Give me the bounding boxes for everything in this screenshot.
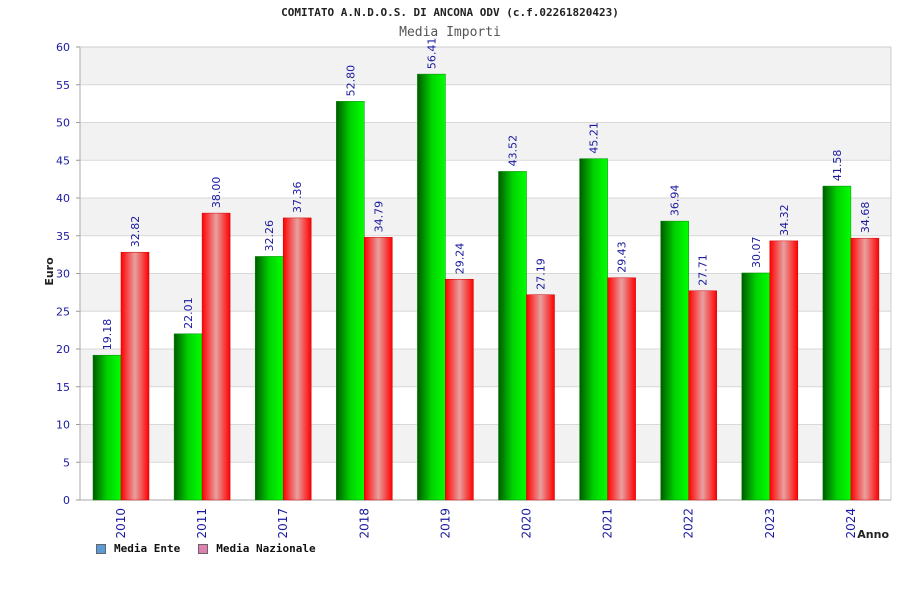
data-label: 22.01 xyxy=(182,297,195,329)
bar-media-ente xyxy=(741,272,771,501)
y-tick-label: 60 xyxy=(56,41,70,54)
data-label: 52.80 xyxy=(344,65,357,97)
legend-label-media-ente: Media Ente xyxy=(114,542,181,555)
bar-media-nazionale xyxy=(526,294,555,501)
x-axis-label: Anno xyxy=(857,528,889,541)
grid-band xyxy=(80,122,891,161)
y-axis-label: Euro xyxy=(43,257,56,286)
y-tick-label: 25 xyxy=(56,305,70,318)
y-tick-label: 0 xyxy=(63,494,70,507)
bar-media-ente xyxy=(92,354,122,501)
bar-media-nazionale xyxy=(850,237,880,501)
bar-media-nazionale xyxy=(201,212,231,501)
x-tick-label: 2018 xyxy=(357,508,371,539)
x-tick-label: 2023 xyxy=(763,508,777,539)
bar-media-ente xyxy=(417,73,446,501)
bar-media-ente xyxy=(579,158,608,501)
bar-media-ente xyxy=(498,171,527,501)
data-label: 56.41 xyxy=(425,38,438,70)
data-label: 43.52 xyxy=(507,135,520,167)
bar-media-nazionale xyxy=(120,251,150,501)
y-tick-label: 20 xyxy=(56,343,70,356)
chart-subtitle: Media Importi xyxy=(399,25,501,40)
chart-title: COMITATO A.N.D.O.S. DI ANCONA ODV (c.f.0… xyxy=(281,6,619,19)
data-label: 45.21 xyxy=(588,122,601,154)
data-label: 34.32 xyxy=(778,204,791,236)
data-label: 32.26 xyxy=(263,220,276,252)
data-label: 29.43 xyxy=(616,241,629,273)
legend-swatch-media-ente xyxy=(96,543,106,554)
data-label: 30.07 xyxy=(750,236,763,268)
y-tick-label: 15 xyxy=(56,381,70,394)
data-label: 36.94 xyxy=(669,185,682,217)
bar-media-ente xyxy=(336,101,365,501)
bar-media-ente xyxy=(660,220,689,501)
grid-band xyxy=(80,235,891,274)
legend-label-media-nazionale: Media Nazionale xyxy=(216,542,316,555)
x-tick-label: 2020 xyxy=(520,508,534,539)
legend-item-media-nazionale: Media Nazionale xyxy=(198,542,316,555)
grid-band xyxy=(80,160,891,198)
data-label: 29.24 xyxy=(453,243,466,275)
data-label: 27.19 xyxy=(535,258,548,290)
bar-media-nazionale xyxy=(364,237,393,501)
data-label: 34.79 xyxy=(372,201,385,233)
x-tick-label: 2019 xyxy=(438,508,452,539)
grid-band xyxy=(80,198,891,236)
bar-media-nazionale xyxy=(282,217,312,501)
x-tick-label: 2021 xyxy=(601,508,615,539)
data-label: 38.00 xyxy=(210,177,223,209)
legend: Media Ente Media Nazionale xyxy=(96,542,316,555)
grid-band xyxy=(80,84,891,123)
data-label: 34.68 xyxy=(859,202,872,234)
x-tick-label: 2011 xyxy=(195,508,209,539)
x-tick-label: 2022 xyxy=(682,508,696,539)
x-tick-label: 2024 xyxy=(844,508,858,539)
y-tick-label: 40 xyxy=(56,192,70,205)
x-tick-label: 2017 xyxy=(276,508,290,539)
y-tick-label: 10 xyxy=(56,419,70,432)
bar-media-nazionale xyxy=(769,240,799,501)
data-label: 27.71 xyxy=(697,254,710,286)
x-tick-label: 2010 xyxy=(114,508,128,539)
grid-band xyxy=(80,47,891,85)
legend-swatch-media-nazionale xyxy=(198,543,209,554)
bar-media-nazionale xyxy=(688,290,717,501)
y-tick-label: 30 xyxy=(56,268,70,281)
y-tick-label: 50 xyxy=(56,117,70,130)
y-tick-label: 45 xyxy=(56,154,70,167)
data-label: 41.58 xyxy=(831,150,844,182)
bar-media-ente xyxy=(822,185,852,501)
y-tick-label: 55 xyxy=(56,79,70,92)
bar-media-ente xyxy=(173,333,203,501)
y-tick-label: 5 xyxy=(63,456,70,469)
bar-media-ente xyxy=(254,256,284,501)
bar-media-nazionale xyxy=(445,278,474,501)
data-label: 19.18 xyxy=(101,319,114,351)
data-label: 37.36 xyxy=(291,181,304,213)
bar-media-nazionale xyxy=(607,277,636,501)
y-tick-label: 35 xyxy=(56,230,70,243)
data-label: 32.82 xyxy=(129,216,142,248)
legend-item-media-ente: Media Ente xyxy=(96,542,180,555)
